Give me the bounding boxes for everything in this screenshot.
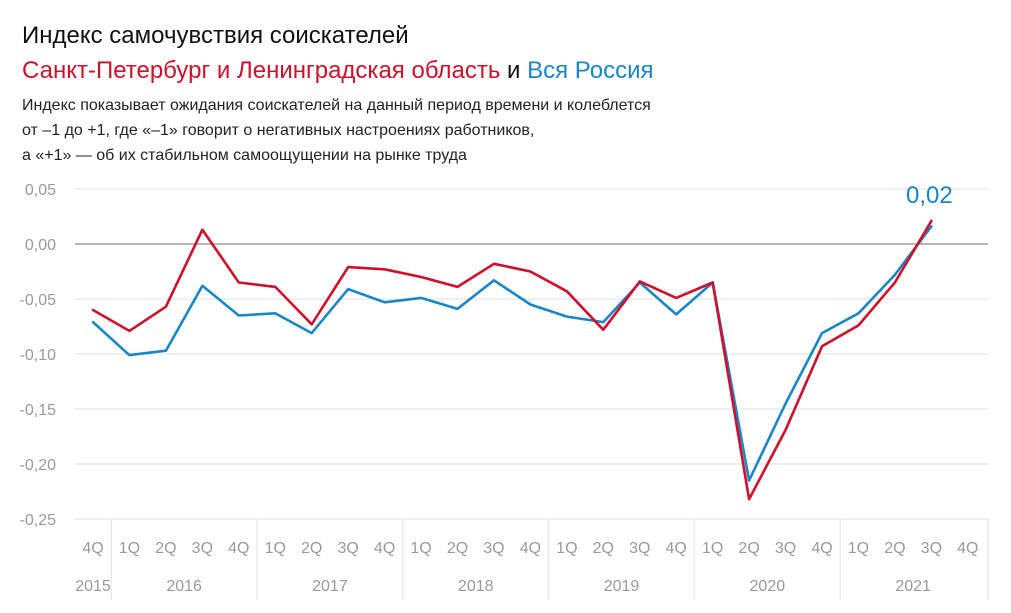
note-line: от –1 до +1, где «–1» говорит о негативн… [22,122,535,139]
x-tick-label: 1Q [265,540,286,557]
series-line-spb [91,219,933,501]
y-tick-label: -0,15 [20,402,57,419]
x-tick-label: 4Q [520,540,541,557]
x-tick-label: 2Q [593,540,614,557]
x-tick-label: 2Q [155,540,176,557]
data-label: 0,02 [906,182,953,209]
x-tick-label: 2Q [884,540,905,557]
y-tick-label: -0,05 [20,292,57,309]
y-tick-label: -0,25 [20,512,57,529]
x-tick-label: 3Q [921,540,942,557]
series-line-russia [91,225,933,482]
x-tick-label: 4Q [811,540,832,557]
x-tick-label: 1Q [410,540,431,557]
x-tick-label: 3Q [337,540,358,557]
year-label: 2015 [75,578,111,595]
year-label: 2017 [312,578,348,595]
y-tick-label: 0,05 [25,182,56,199]
x-tick-label: 3Q [629,540,650,557]
note-line: Индекс показывает ожидания соискателей н… [22,97,651,114]
x-tick-label: 3Q [775,540,796,557]
year-label: 2016 [166,578,202,595]
chart-subtitle: Санкт-Петербург и Ленинградская область … [22,56,653,86]
x-tick-label: 2Q [301,540,322,557]
subtitle-country: Вся Россия [527,57,654,84]
x-tick-label: 2Q [738,540,759,557]
y-tick-label: -0,20 [20,457,57,474]
x-tick-label: 4Q [228,540,249,557]
y-tick-label: -0,10 [20,347,57,364]
x-tick-label: 1Q [702,540,723,557]
chart-note: Индекс показывает ожидания соискателей н… [22,93,651,168]
x-tick-label: 2Q [447,540,468,557]
year-label: 2020 [750,578,786,595]
x-tick-label: 4Q [666,540,687,557]
y-tick-label: 0,00 [25,237,56,254]
x-tick-label: 1Q [119,540,140,557]
x-tick-label: 3Q [192,540,213,557]
x-tick-label: 4Q [82,540,103,557]
x-tick-label: 4Q [957,540,978,557]
year-label: 2019 [604,578,640,595]
subtitle-connector: и [500,57,528,84]
chart-title: Индекс самочувствия соискателей [22,22,409,49]
x-tick-label: 4Q [374,540,395,557]
subtitle-region: Санкт-Петербург и Ленинградская область [22,57,501,84]
x-tick-label: 1Q [556,540,577,557]
note-line: а «+1» — об их стабильном самоощущении н… [22,147,467,164]
x-tick-label: 3Q [483,540,504,557]
year-label: 2021 [895,578,931,595]
year-label: 2018 [458,578,494,595]
x-tick-label: 1Q [848,540,869,557]
